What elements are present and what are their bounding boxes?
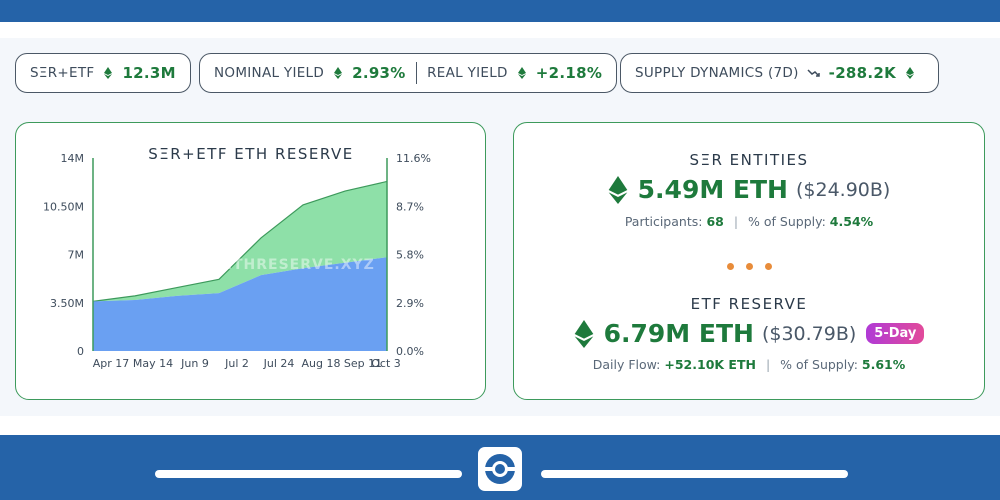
ser-series-area bbox=[93, 257, 387, 351]
participants-value: 68 bbox=[706, 214, 724, 229]
stats-card: SΞR ENTITIES 5.49M ETH ($24.90B) Partici… bbox=[513, 122, 985, 400]
ser-etf-pill: SΞR+ETF 12.3M bbox=[15, 53, 191, 93]
x-tick-label: Sep 11 bbox=[344, 357, 382, 370]
chart-title: SΞR+ETF ETH RESERVE bbox=[148, 145, 353, 163]
ser-sub-row: Participants: 68 | % of Supply: 4.54% bbox=[624, 214, 874, 229]
reserve-chart: SΞR+ETF ETH RESERVE STRATEGICETHRESERVE.… bbox=[43, 145, 431, 370]
real-yield-value: +2.18% bbox=[535, 64, 603, 82]
ser-etf-value: 12.3M bbox=[122, 64, 176, 82]
chart-watermark: STRATEGICETHRESERVE.XYZ bbox=[127, 257, 375, 273]
y-tick-label: 3.50M bbox=[50, 297, 84, 310]
trend-down-icon bbox=[807, 69, 820, 77]
ser-amount-row: 5.49M ETH ($24.90B) bbox=[514, 175, 984, 204]
nominal-yield-value: 2.93% bbox=[352, 64, 406, 82]
brand-logo[interactable] bbox=[478, 447, 522, 491]
separator-dots bbox=[514, 255, 984, 274]
top-bar bbox=[0, 0, 1000, 22]
pill-divider bbox=[415, 62, 418, 84]
y2-tick-label: 5.8% bbox=[396, 249, 424, 262]
x-tick-label: May 14 bbox=[133, 357, 173, 370]
y2-tick-label: 11.6% bbox=[396, 152, 431, 165]
supply-dynamics-pill: SUPPLY DYNAMICS (7D) -288.2K bbox=[620, 53, 940, 93]
eth-icon bbox=[608, 175, 627, 204]
y-tick-label: 10.50M bbox=[43, 200, 84, 213]
etf-usd: ($30.79B) bbox=[761, 322, 857, 345]
x-tick-label: Jun 9 bbox=[180, 357, 209, 370]
x-tick-label: Apr 17 bbox=[93, 357, 130, 370]
bottom-line-left bbox=[155, 470, 462, 478]
y-tick-label: 0 bbox=[77, 345, 84, 358]
eth-icon bbox=[104, 67, 113, 79]
daily-flow-label: Daily Flow: bbox=[592, 357, 661, 372]
reserve-chart-card: SΞR+ETF ETH RESERVE STRATEGICETHRESERVE.… bbox=[15, 122, 486, 400]
ser-etf-label: SΞR+ETF bbox=[30, 65, 95, 81]
ser-supply-value: 4.54% bbox=[829, 214, 874, 229]
real-yield-label: REAL YIELD bbox=[427, 65, 508, 81]
supply-dynamics-value: -288.2K bbox=[828, 64, 897, 82]
logo-icon bbox=[484, 454, 516, 484]
y-tick-label: 14M bbox=[61, 152, 85, 165]
x-tick-label: Oct 3 bbox=[371, 357, 401, 370]
ser-supply-label: % of Supply: bbox=[748, 214, 826, 229]
eth-icon bbox=[906, 67, 915, 79]
participants-label: Participants: bbox=[624, 214, 703, 229]
eth-icon bbox=[334, 67, 343, 79]
x-tick-label: Aug 18 bbox=[302, 357, 341, 370]
y2-tick-label: 0.0% bbox=[396, 345, 424, 358]
etf-title: ETF RESERVE bbox=[690, 295, 808, 313]
ser-usd: ($24.90B) bbox=[795, 178, 891, 201]
x-tick-label: Jul 2 bbox=[224, 357, 249, 370]
supply-dynamics-label: SUPPLY DYNAMICS (7D) bbox=[635, 65, 799, 81]
total-series-line bbox=[92, 180, 388, 302]
etf-supply-label: % of Supply: bbox=[780, 357, 858, 372]
etf-sub-row: Daily Flow: +52.10K ETH | % of Supply: 5… bbox=[592, 357, 906, 372]
ser-amount: 5.49M ETH bbox=[637, 175, 788, 204]
eth-icon bbox=[574, 319, 593, 348]
etf-series-area bbox=[93, 181, 387, 302]
x-tick-label: Jul 24 bbox=[263, 357, 295, 370]
nominal-yield-label: NOMINAL YIELD bbox=[214, 65, 325, 81]
etf-supply-value: 5.61% bbox=[861, 357, 906, 372]
yield-pill: NOMINAL YIELD 2.93% REAL YIELD +2.18% bbox=[199, 53, 618, 93]
bottom-line-right bbox=[541, 470, 848, 478]
y2-tick-label: 8.7% bbox=[396, 200, 424, 213]
ser-title: SΞR ENTITIES bbox=[689, 151, 809, 169]
etf-amount: 6.79M ETH bbox=[603, 319, 754, 348]
etf-amount-row: 6.79M ETH ($30.79B) 5-Day bbox=[514, 319, 984, 348]
daily-flow-value: +52.10K ETH bbox=[664, 357, 756, 372]
eth-icon bbox=[517, 67, 526, 79]
y2-tick-label: 2.9% bbox=[396, 297, 424, 310]
y-tick-label: 7M bbox=[68, 249, 85, 262]
five-day-badge[interactable]: 5-Day bbox=[866, 323, 925, 344]
